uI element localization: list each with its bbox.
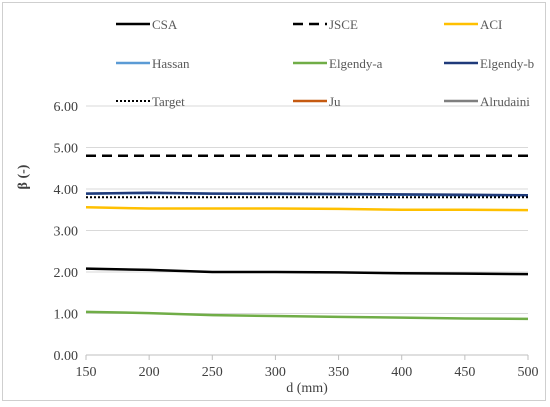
legend-item-csa: CSA — [116, 17, 178, 32]
series-line-csa — [85, 267, 529, 276]
chart-frame: 0.00 1.00 2.00 3.00 4.00 5.00 6.00 150 200 250 300… — [2, 2, 546, 401]
x-tick-label: 300 — [265, 365, 286, 380]
legend-label: JSCE — [329, 17, 358, 32]
legend: CSA JSCE ACI Hassan Elgendy-a Elgendy-b Target… — [116, 17, 534, 109]
gridlines — [86, 105, 528, 314]
y-tick-label: 2.00 — [54, 266, 79, 281]
x-tick-label: 150 — [76, 365, 97, 380]
x-tick-label: 450 — [454, 365, 475, 380]
y-tick-label: 1.00 — [54, 308, 79, 323]
legend-item-aci: ACI — [444, 17, 502, 32]
x-tick-label: 350 — [328, 365, 349, 380]
line-chart: 0.00 1.00 2.00 3.00 4.00 5.00 6.00 150 200 250 300… — [16, 17, 539, 396]
legend-item-hassan: Hassan — [116, 56, 190, 71]
legend-item-elgendy-a: Elgendy-a — [293, 56, 383, 71]
series-line-aci — [85, 206, 529, 212]
legend-label: Elgendy-a — [329, 56, 383, 71]
legend-item-ju: Ju — [293, 94, 341, 109]
legend-label: Target — [152, 94, 185, 109]
series-line-elgendy-a — [85, 310, 529, 321]
series-lines — [85, 154, 529, 321]
x-tick-label: 250 — [202, 365, 223, 380]
x-axis-title: d (mm) — [286, 381, 328, 396]
y-tick-label: 3.00 — [54, 225, 79, 240]
legend-label: Hassan — [152, 56, 190, 71]
x-tick-label: 500 — [518, 365, 539, 380]
x-tick-label: 200 — [139, 365, 160, 380]
legend-label: Ju — [329, 94, 341, 109]
legend-label: Elgendy-b — [480, 56, 534, 71]
y-tick-label: 5.00 — [54, 142, 79, 157]
legend-label: ACI — [480, 17, 502, 32]
legend-item-target: Target — [116, 94, 185, 109]
y-axis-title: β (-) — [16, 164, 31, 189]
legend-label: CSA — [152, 17, 178, 32]
y-tick-label: 4.00 — [54, 183, 79, 198]
axes: 0.00 1.00 2.00 3.00 4.00 5.00 6.00 150 200 250 300… — [54, 100, 539, 380]
legend-item-alrudaini: Alrudaini — [444, 94, 530, 109]
legend-item-jsce: JSCE — [293, 17, 358, 32]
legend-label: Alrudaini — [480, 94, 530, 109]
x-tick-label: 400 — [391, 365, 412, 380]
y-tick-label: 0.00 — [54, 349, 79, 364]
y-tick-label: 6.00 — [54, 100, 79, 115]
series-line-elgendy-b — [85, 191, 529, 197]
legend-item-elgendy-b: Elgendy-b — [444, 56, 534, 71]
